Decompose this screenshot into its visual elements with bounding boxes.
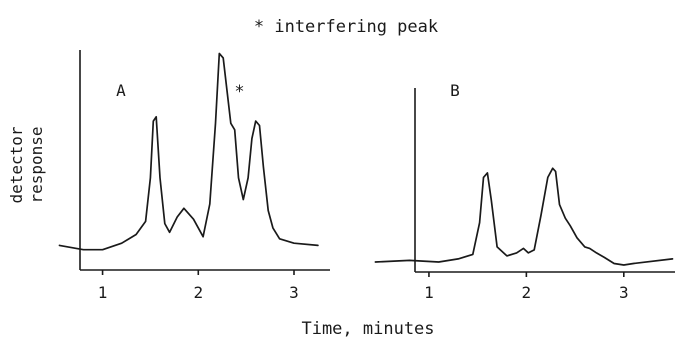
panel-b-label: B xyxy=(450,81,460,100)
panel-b-x-tick-label-1: 1 xyxy=(424,283,434,302)
panel-b-x-tick-label-2: 2 xyxy=(522,283,532,302)
panel-b-trace-line xyxy=(374,167,674,266)
panel-a-interfering-peak-marker: * xyxy=(234,82,244,102)
chart-title: * interfering peak xyxy=(254,17,438,37)
panel-a-x-tick-label-2: 2 xyxy=(193,283,203,302)
panel-a-trace-line xyxy=(58,52,319,251)
panel-a-x-tick-label-1: 1 xyxy=(98,283,108,302)
panel-a: A 1 2 3 * xyxy=(58,50,330,302)
x-axis-label: Time, minutes xyxy=(301,319,434,339)
panel-b-x-tick-label-3: 3 xyxy=(619,283,629,302)
y-axis-label: detector response xyxy=(7,126,46,203)
y-axis-label-line-1: detector xyxy=(7,126,26,203)
panel-a-x-tick-label-3: 3 xyxy=(289,283,299,302)
panel-b: B 1 2 3 xyxy=(374,81,675,302)
y-axis-label-line-2: response xyxy=(27,126,46,203)
panel-a-label: A xyxy=(116,81,126,100)
